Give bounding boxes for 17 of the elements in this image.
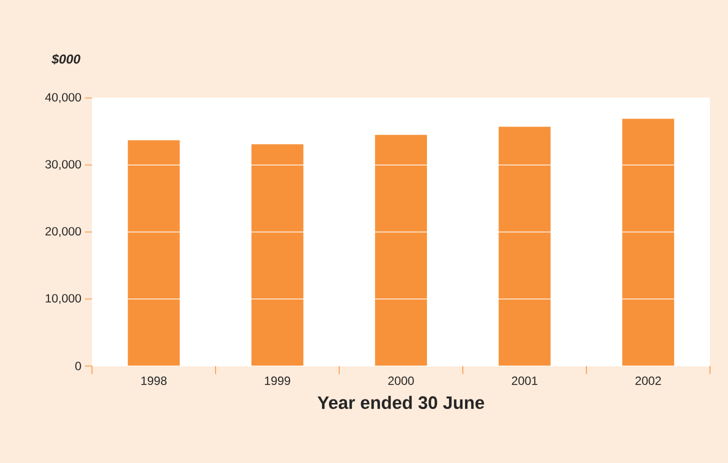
y-axis-title: $000: [52, 54, 80, 64]
x-axis-title: Year ended 30 June: [318, 396, 484, 410]
x-tick-label: 2002: [636, 376, 661, 385]
bar: [498, 126, 551, 366]
y-tick-label: 0: [75, 362, 82, 370]
y-tick-label: 30,000: [45, 160, 82, 170]
x-tick-label: 1999: [265, 376, 290, 385]
y-tick-label: 20,000: [46, 227, 82, 237]
x-tick-label: 2000: [388, 376, 414, 385]
bar: [622, 118, 674, 366]
y-tick-label: 10,000: [46, 294, 82, 304]
bar: [251, 144, 304, 366]
bar: [128, 140, 180, 366]
y-tick-label: 40,000: [45, 93, 82, 103]
x-tick-label: 2001: [512, 376, 538, 385]
bar: [375, 134, 427, 366]
x-tick-label: 1998: [141, 376, 167, 385]
